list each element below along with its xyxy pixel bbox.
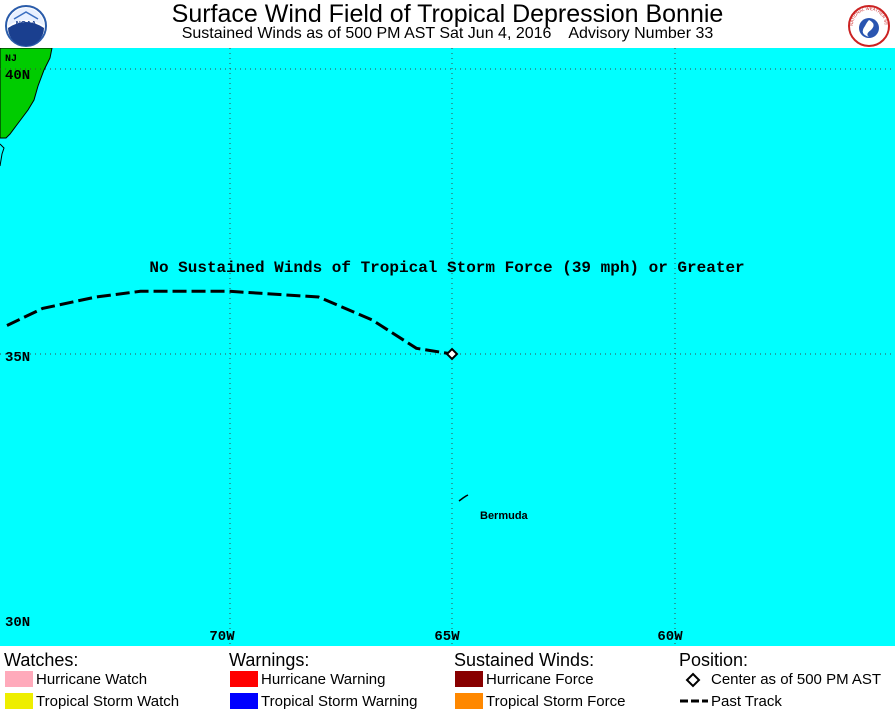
page-subtitle: Sustained Winds as of 500 PM AST Sat Jun… xyxy=(181,25,714,42)
legend-warnings-heading: Warnings: xyxy=(229,650,310,670)
lat-label-40n: 40N xyxy=(5,68,30,84)
bermuda-island xyxy=(458,494,469,502)
header: NOAA Surface Wind Field of Tropical Depr… xyxy=(0,0,895,48)
noaa-logo-icon: NOAA xyxy=(5,5,47,47)
swatch-tropical-storm-force xyxy=(455,693,483,709)
legend-hurricane-force: Hurricane Force xyxy=(486,671,594,688)
lon-label-65w: 65W xyxy=(434,629,460,645)
wind-field-map: No Sustained Winds of Tropical Storm For… xyxy=(0,48,895,646)
track-layer xyxy=(6,289,459,361)
swatch-hurricane-force xyxy=(455,671,483,687)
swatch-hurricane-watch xyxy=(5,671,33,687)
legend: Watches: Hurricane Watch Tropical Storm … xyxy=(0,646,895,716)
legend-center-position: Center as of 500 PM AST xyxy=(711,671,882,688)
graticule xyxy=(0,48,895,646)
notice-text: No Sustained Winds of Tropical Storm For… xyxy=(149,259,744,277)
legend-past-track: Past Track xyxy=(711,693,782,710)
lat-label-35n: 35N xyxy=(5,350,30,366)
state-label-nj: NJ xyxy=(5,54,17,65)
lon-label-60w: 60W xyxy=(657,629,683,645)
land-new-jersey xyxy=(0,48,53,139)
page-title: Surface Wind Field of Tropical Depressio… xyxy=(171,0,724,28)
legend-position-heading: Position: xyxy=(679,650,749,670)
ocean xyxy=(0,48,895,646)
legend-tropical-storm-force: Tropical Storm Force xyxy=(486,693,626,710)
coastline-segment xyxy=(0,143,5,167)
storm-center-marker-icon xyxy=(445,347,459,361)
swatch-hurricane-warning xyxy=(230,671,258,687)
lat-label-30n: 30N xyxy=(5,615,30,631)
past-track-line-icon xyxy=(680,699,708,703)
place-label-bermuda: Bermuda xyxy=(480,510,529,522)
legend-hurricane-watch: Hurricane Watch xyxy=(36,671,148,688)
storm-center-diamond-icon xyxy=(685,672,701,688)
legend-tropical-storm-warning: Tropical Storm Warning xyxy=(261,693,418,710)
swatch-tropical-storm-watch xyxy=(5,693,33,709)
noaa-logo-text: NOAA xyxy=(16,21,37,28)
legend-winds-heading: Sustained Winds: xyxy=(454,650,595,670)
legend-watches-heading: Watches: xyxy=(4,650,79,670)
past-track-line xyxy=(6,289,453,356)
legend-hurricane-warning: Hurricane Warning xyxy=(261,671,386,688)
lon-label-70w: 70W xyxy=(209,629,235,645)
legend-tropical-storm-watch: Tropical Storm Watch xyxy=(36,693,180,710)
nws-logo-icon: NATIONAL WEATHER SERVICE xyxy=(847,4,890,47)
swatch-tropical-storm-warning xyxy=(230,693,258,709)
